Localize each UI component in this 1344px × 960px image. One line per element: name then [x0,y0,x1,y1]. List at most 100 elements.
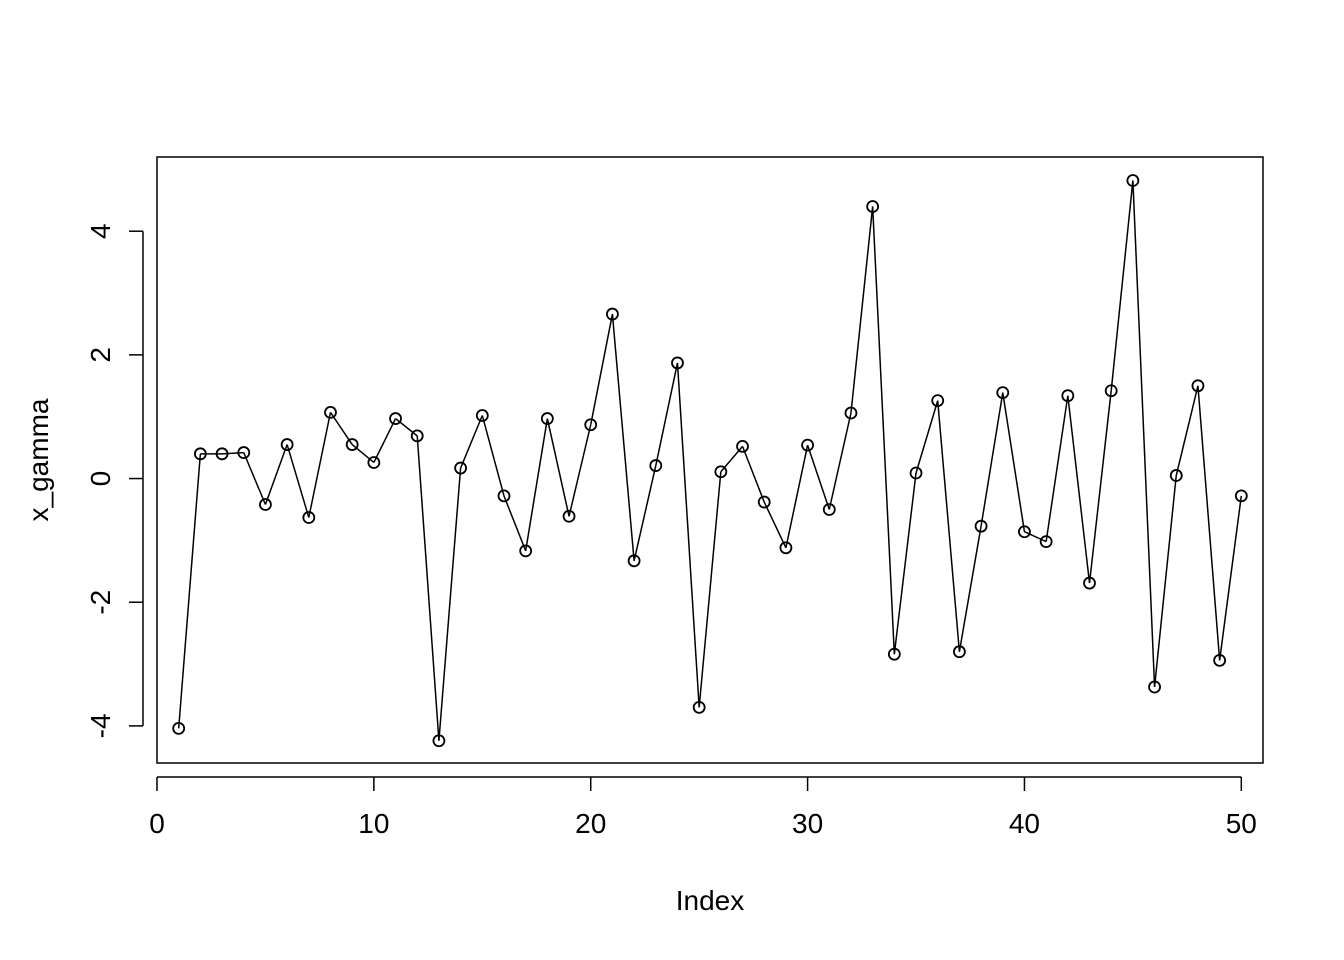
data-point [302,511,316,524]
series-line-segment [676,362,700,708]
data-point [952,645,966,659]
data-point [1061,389,1075,403]
series-line-segment [893,472,917,655]
series-line-segment [698,471,722,708]
series-line-segment [286,444,310,518]
x-axis: 0 10 20 30 40 50 [149,776,1257,839]
data-point [215,447,229,461]
data-point [714,465,728,479]
series-line-segment [589,313,614,425]
series-line-segment [503,495,527,552]
data-point [844,406,858,420]
data-point [736,439,749,453]
x-tick-label: 0 [149,808,165,839]
y-tick-label: 0 [85,471,116,487]
y-tick-label: 2 [85,347,116,363]
y-tick-label: -4 [85,713,116,738]
data-point [801,438,814,452]
series-layer [172,174,1248,748]
series-line-segment [1175,385,1199,476]
series-line-segment [222,451,244,455]
y-tick-label: -2 [85,590,116,615]
data-point [779,541,793,555]
series-line-segment [1088,390,1112,584]
series-line-segment [1110,180,1134,391]
series-line-segment [481,415,505,497]
series-line-segment [958,526,982,652]
data-point [324,405,337,419]
data-point [259,498,272,511]
data-point [172,721,186,735]
data-point [1213,653,1227,667]
series-line-segment [1024,531,1047,543]
x-tick-label: 50 [1226,808,1257,839]
series-line-segment [1045,395,1069,542]
y-axis-title: x_gamma [23,398,54,521]
series-line-segment [1197,385,1221,661]
data-point [1234,489,1248,503]
data-point [280,438,294,451]
series-line-segment [915,400,939,474]
series-line-segment [524,418,549,552]
data-point [1148,680,1161,694]
series-line-segment [264,444,288,505]
series-line-segment [980,392,1004,527]
data-point [1039,535,1053,549]
data-point [584,418,598,432]
data-point [996,386,1010,399]
data-point [410,429,424,443]
data-point [866,200,880,213]
data-point [974,519,988,533]
series-line-segment [1153,475,1178,688]
data-point [475,409,489,422]
data-point [454,461,468,475]
series-line-segment [177,453,202,729]
series-line-segment [936,400,961,652]
x-tick-label: 40 [1009,808,1040,839]
data-point [627,554,641,568]
series-line-segment [568,424,592,517]
data-point [931,394,945,408]
data-point [909,466,923,480]
series-line-segment [373,418,397,463]
y-tick-label: 4 [85,223,116,239]
series-line-segment [546,418,570,517]
series-line-segment [329,411,353,445]
series-line-segment [243,452,267,505]
series-line-segment [785,445,809,548]
series-line-segment [850,206,874,414]
data-point [822,503,836,516]
plot-frame [156,156,1264,764]
data-point [519,544,533,558]
series-line-segment [741,446,765,503]
data-point [367,456,381,469]
data-point [1169,469,1183,482]
data-point [1126,174,1140,187]
data-point [389,412,402,425]
series-line-segment [416,435,440,741]
data-point [649,459,663,472]
series-line-segment [438,467,462,741]
data-point [1083,576,1096,590]
series-line-segment [655,362,679,466]
x-tick-label: 10 [358,808,389,839]
data-point [237,446,251,459]
data-point [606,307,619,321]
series-line-segment [395,417,418,437]
data-point [540,412,554,425]
data-point [562,509,576,523]
data-point [887,647,901,661]
series-line-segment [1067,395,1091,584]
data-point [345,438,359,451]
series-line-segment [806,444,830,510]
data-point [671,356,684,370]
x-axis-title: Index [676,885,745,916]
series-line-segment [633,465,657,561]
data-point [497,489,511,503]
x-tick-label: 20 [575,808,606,839]
x-tick-label: 30 [792,808,823,839]
data-point [193,447,207,461]
data-point [1104,384,1118,398]
series-line-segment [1002,392,1026,532]
